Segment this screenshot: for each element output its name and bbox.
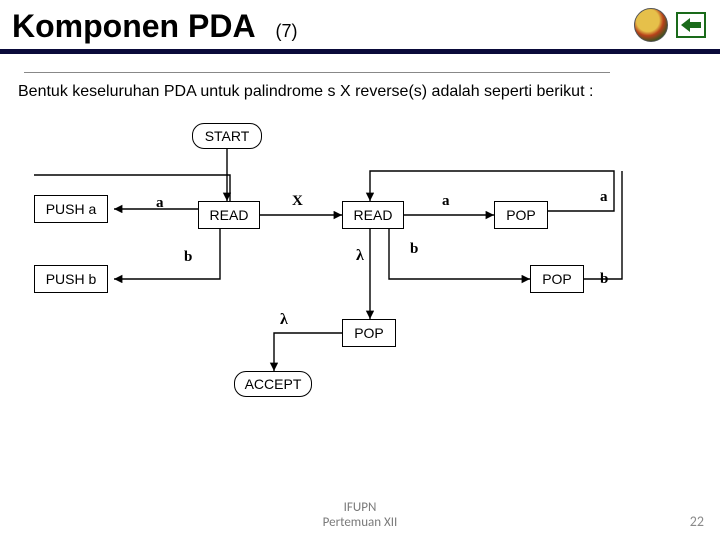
footer: IFUPN Pertemuan XII [0, 500, 720, 530]
page-title: Komponen PDA [12, 8, 256, 45]
node-accept: ACCEPT [234, 371, 312, 397]
pda-flowchart: START PUSH a PUSH b READ READ POP POP POP ACCEPT… [34, 123, 694, 423]
node-pop_r: POP [494, 201, 548, 229]
page-subnum: (7) [276, 21, 298, 42]
edge-label-lam2: λ [280, 311, 288, 329]
description-text: Bentuk keseluruhan PDA untuk palindrome … [18, 83, 702, 101]
node-start: START [192, 123, 262, 149]
node-pusha: PUSH a [34, 195, 108, 223]
edge-label-b2: b [410, 241, 418, 258]
node-read2: READ [342, 201, 404, 229]
edge-label-x: X [292, 193, 303, 210]
logo-icon [634, 8, 668, 42]
back-button[interactable] [676, 12, 706, 38]
edge-label-a3: a [600, 189, 608, 206]
edge-label-a1: a [156, 195, 164, 212]
footer-line2: Pertemuan XII [0, 515, 720, 530]
node-pushb: PUSH b [34, 265, 108, 293]
edge-label-a2: a [442, 193, 450, 210]
edge-label-b1: b [184, 249, 192, 266]
node-pop_br: POP [530, 265, 584, 293]
edge-label-b3: b [600, 271, 608, 288]
page-number: 22 [690, 513, 704, 530]
edge-label-lam1: λ [356, 247, 364, 265]
node-read1: READ [198, 201, 260, 229]
thin-rule [24, 72, 610, 73]
arrow-left-icon [681, 18, 701, 32]
footer-line1: IFUPN [0, 500, 720, 515]
node-pop_mid: POP [342, 319, 396, 347]
